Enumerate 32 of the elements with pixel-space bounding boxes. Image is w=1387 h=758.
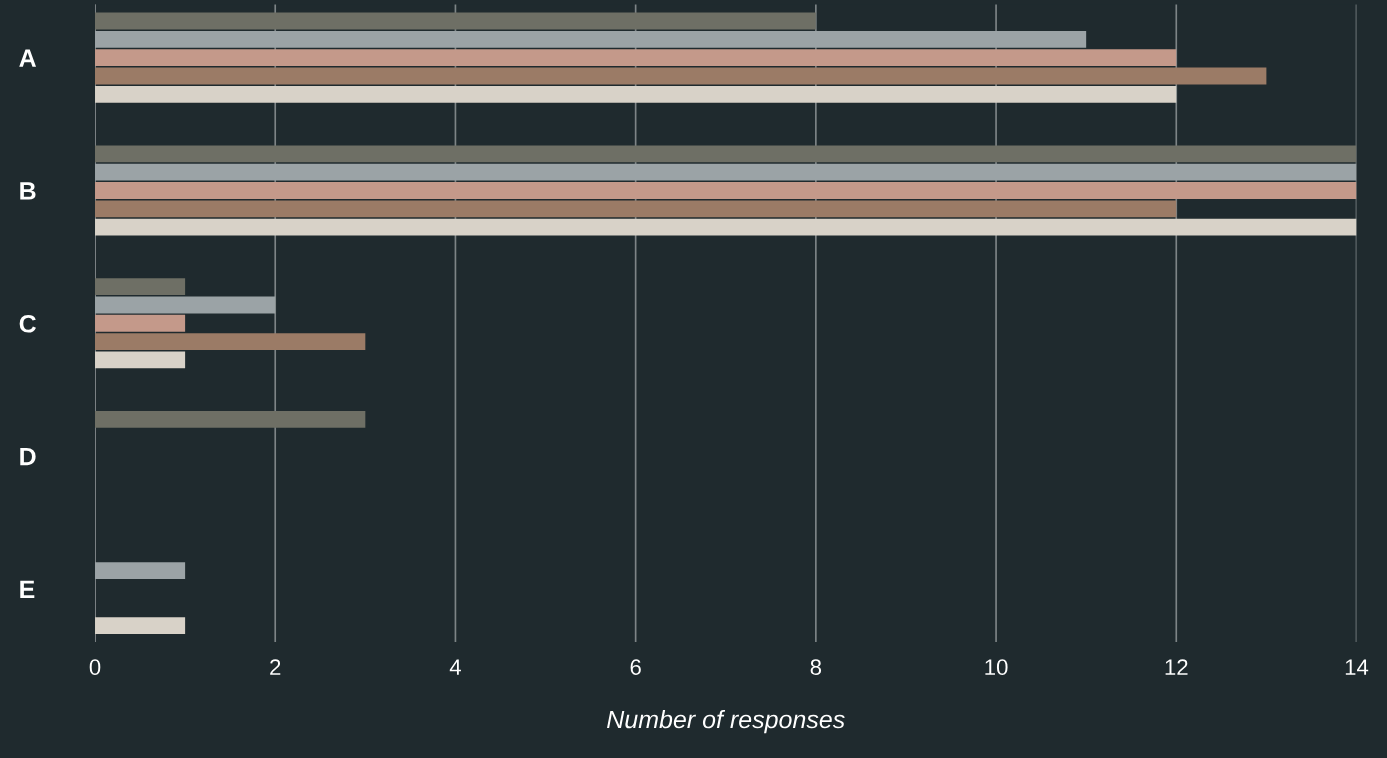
y-tick-label: E	[20, 580, 35, 598]
bar	[95, 562, 186, 580]
bar	[95, 30, 1087, 48]
bar	[95, 163, 1357, 181]
x-tick-label: 6	[630, 659, 641, 676]
x-tick-label: 4	[449, 659, 461, 675]
x-axis-title: Number of responses	[607, 709, 845, 734]
bar	[95, 49, 1177, 67]
bar	[95, 145, 1357, 163]
x-tick-label: 14	[1345, 659, 1369, 675]
y-tick-label: B	[20, 182, 36, 200]
bar	[95, 617, 186, 634]
y-tick-label: D	[20, 447, 36, 466]
x-tick-label: 12	[1165, 659, 1188, 675]
x-tick-label: 10	[985, 659, 1008, 676]
bar	[95, 351, 186, 369]
bar	[95, 200, 1177, 218]
bar	[95, 296, 276, 314]
x-tick-label: 2	[270, 659, 281, 675]
bar	[95, 182, 1357, 199]
x-tick-label: 8	[810, 659, 822, 676]
bar	[95, 411, 366, 428]
bar	[95, 333, 366, 351]
bar	[95, 85, 1177, 103]
y-tick-label: A	[19, 49, 37, 67]
y-tick-label: C	[19, 314, 36, 333]
bar	[95, 278, 186, 296]
bar	[95, 314, 186, 332]
bar	[95, 218, 1357, 236]
bar	[95, 67, 1267, 85]
bar	[95, 12, 816, 30]
x-tick-label: 0	[89, 659, 101, 676]
